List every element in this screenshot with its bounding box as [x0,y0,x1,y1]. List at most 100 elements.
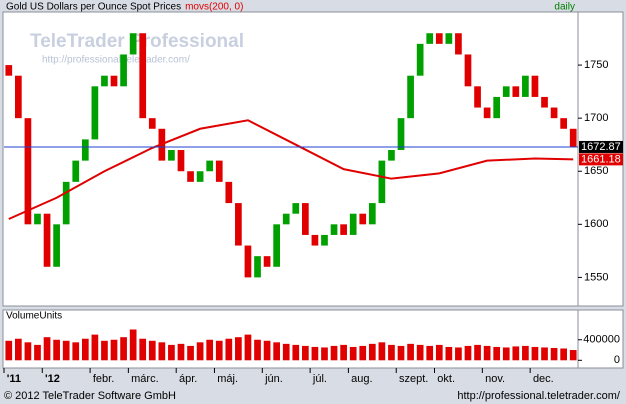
volume-bar [282,343,290,361]
volume-bar [359,345,367,361]
candle-body [177,150,185,172]
volume-bar [512,346,520,361]
candle-body [569,128,577,147]
candle-body [110,75,118,87]
volume-bar [388,344,395,361]
candle-body [311,234,319,246]
price-panel [2,11,579,307]
candle-body [187,171,194,182]
candle-body [522,75,529,97]
volume-bar [464,345,472,361]
candle-body [62,181,70,225]
x-tick-label: máj. [217,373,238,385]
volume-bar [120,337,127,361]
footer-left: © 2012 TeleTrader Software GmbH [4,390,176,402]
chart-title: Gold US Dollars per Ounce Spot Prices [6,2,181,13]
candle-body [91,86,99,140]
candle-body [273,224,280,267]
interval-label: daily [554,2,575,13]
volume-bar [110,339,118,361]
volume-bar [177,343,185,361]
volume-bar [455,347,462,361]
volume-bar [235,337,242,361]
volume-bar [416,344,424,361]
x-tick-label: júl. [312,373,327,385]
candle-body [81,139,89,161]
candle-body [215,160,223,182]
candle-body [254,256,261,278]
candle-body [397,118,405,151]
candle-body [5,65,13,76]
volume-bar [321,347,328,361]
candle-body [129,33,137,55]
volume-bar [254,339,261,361]
volume-bar [292,344,300,361]
volume-panel [2,309,579,369]
y-tick-label: 1550 [584,271,608,283]
x-tick-label: ápr. [179,373,197,385]
volume-bar [407,343,414,361]
candle-body [168,150,175,161]
volume-bar [43,337,51,361]
volume-bar [91,334,99,361]
candle-body [244,245,252,278]
candle-body [235,203,242,246]
volume-bar [263,340,271,361]
volume-bar [139,338,147,361]
candle-body [483,107,491,119]
candle-body [407,75,414,119]
candle-body [388,150,395,161]
watermark-url: http://professional.teletrader.com/ [42,55,190,66]
candle-body [368,203,376,225]
x-tick-label: márc. [131,373,159,385]
x-tick-label: '12 [45,373,60,385]
candle-body [34,213,41,225]
volume-bar [148,340,156,361]
volume-bar [435,344,443,361]
y-tick-label: 1650 [584,165,608,177]
candle-body [263,256,271,267]
candle-body [464,54,472,87]
candle-body [378,160,386,204]
volume-bar [560,348,567,361]
candle-body [330,224,338,235]
candle-body [474,86,481,108]
candle-body [502,86,510,97]
candle-body [120,54,127,87]
volume-bar [378,342,386,361]
x-tick-label: jún. [264,373,283,385]
candle-body [53,224,60,267]
volume-bar [168,344,175,361]
watermark-title: TeleTrader Professional [30,31,244,52]
candle-body [321,234,328,246]
candle-body [541,96,548,108]
volume-bar [541,347,548,361]
x-tick-label: febr. [93,373,114,385]
volume-bar [244,334,252,361]
candle-body [512,86,520,97]
volume-bar [474,344,481,361]
x-tick-label: okt. [437,373,455,385]
candle-body [340,224,347,235]
volume-bar [493,346,501,361]
volume-bar [206,339,214,361]
volume-bar [445,346,453,361]
candle-body [531,75,539,97]
volume-bar [531,346,539,361]
volume-bar [426,345,434,361]
x-tick-label: nov. [485,373,505,385]
volume-bar [502,347,510,361]
x-tick-label: dec. [533,373,554,385]
volume-bar [5,340,13,361]
volume-bar [158,342,166,361]
volume-title: VolumeUnits [6,311,62,322]
candle-body [455,33,462,55]
volume-bar [72,342,80,361]
volume-bar [273,342,280,361]
volume-tick-label: 0 [614,354,620,366]
candle-body [148,118,156,129]
volume-bar [340,344,347,361]
candle-body [435,33,443,44]
last-ma-box [579,153,623,166]
volume-bar [187,345,194,361]
